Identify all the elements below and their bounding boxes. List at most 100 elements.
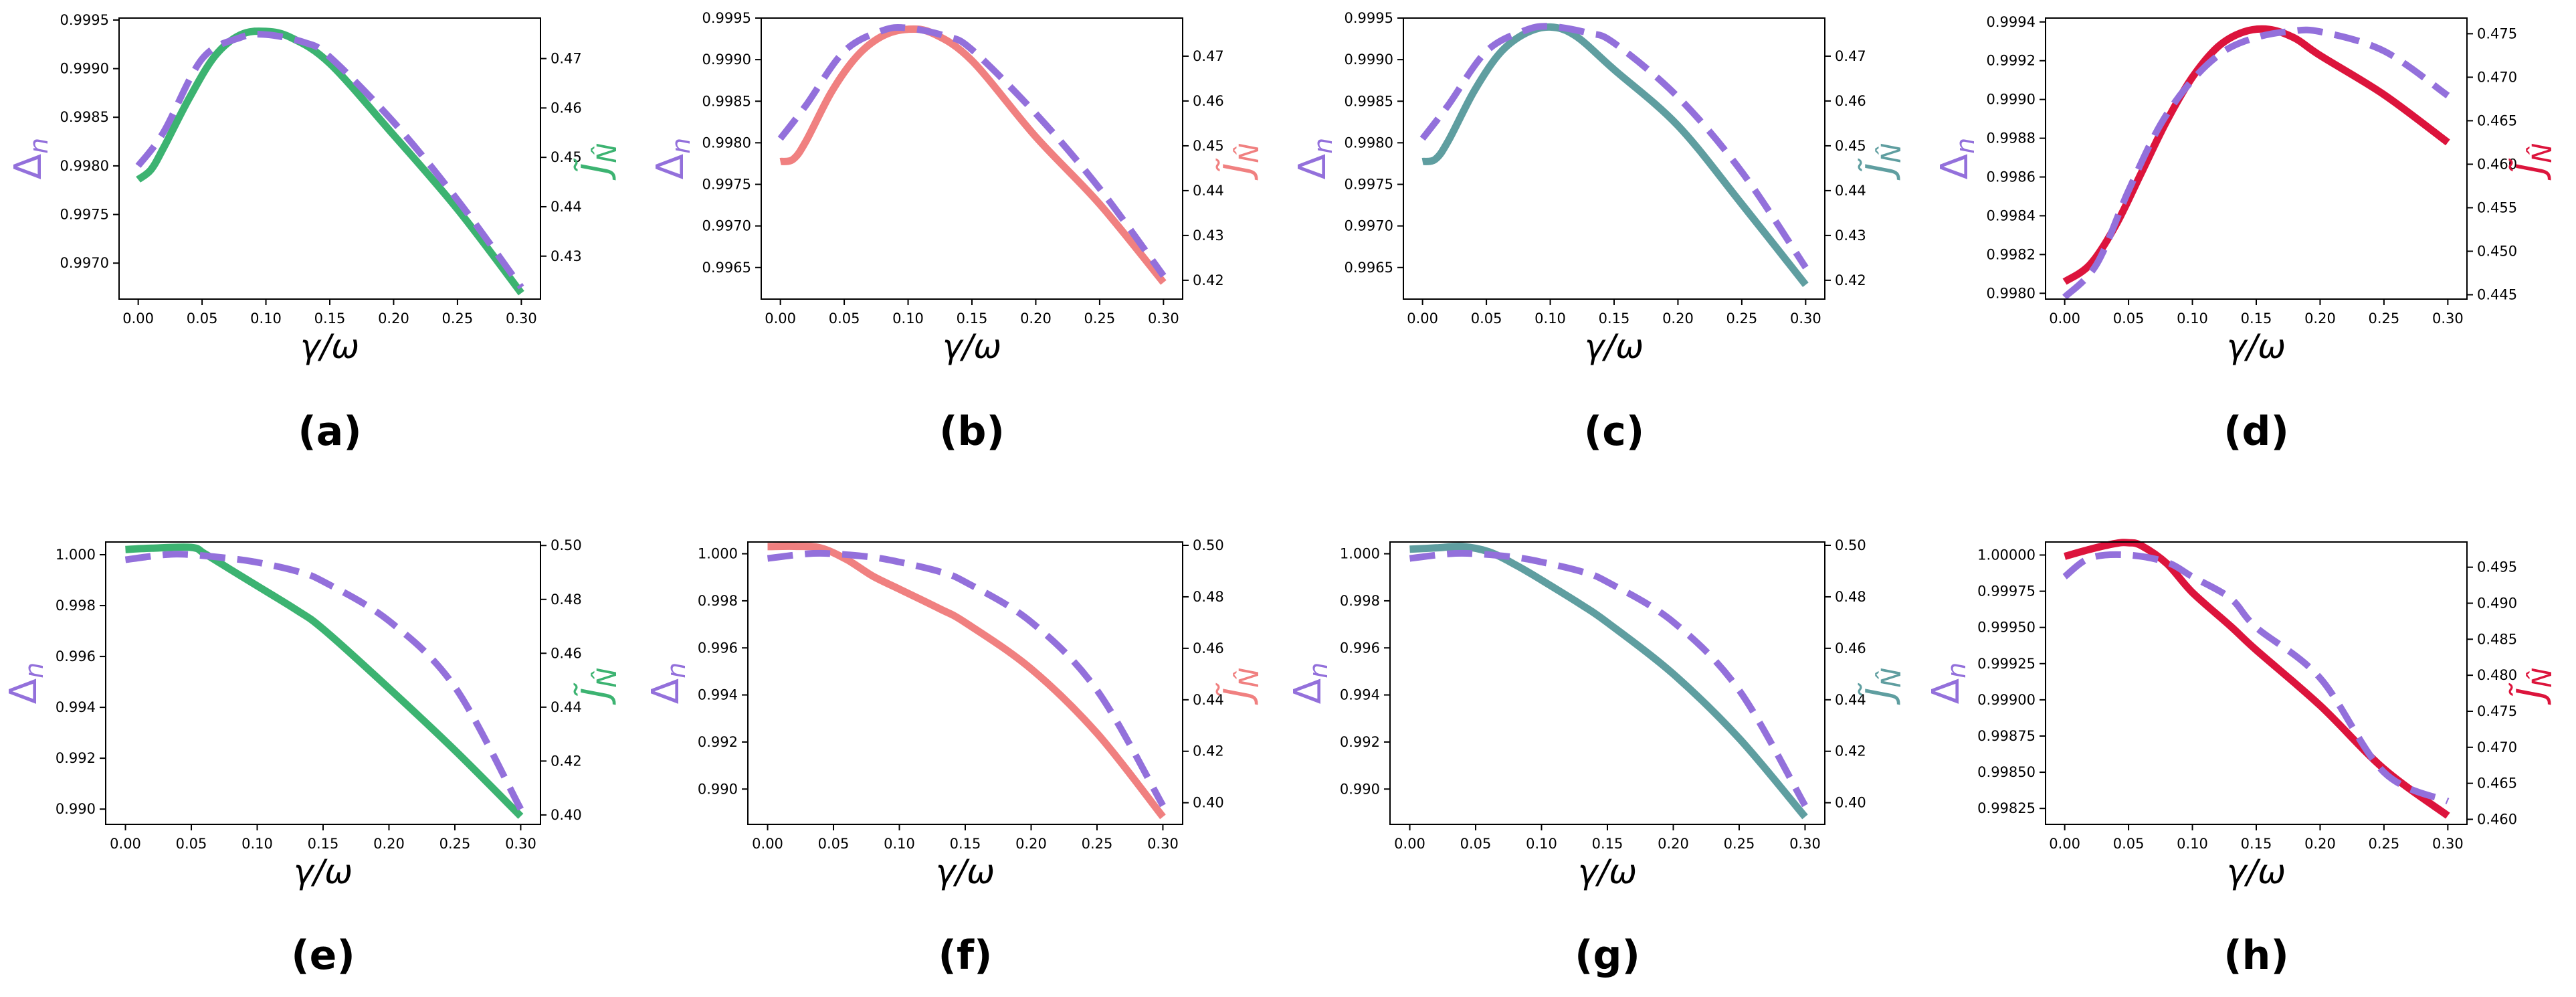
left-y-tick-label: 1.000 xyxy=(56,547,96,563)
left-axis-label: Δn xyxy=(7,138,54,179)
right-y-tick-label: 0.475 xyxy=(2477,25,2517,41)
left-y-tick-label: 0.992 xyxy=(1340,734,1380,750)
series-line-dashed-delta xyxy=(2062,26,2450,300)
panel-label: (b) xyxy=(939,408,1005,455)
x-tick-label: 0.25 xyxy=(2369,310,2400,327)
right-y-tick-label: 0.45 xyxy=(551,149,582,165)
left-y-tick-label: 0.9992 xyxy=(1987,53,2036,69)
left-axis-label-sub: n xyxy=(666,138,696,154)
x-tick-label: 0.30 xyxy=(2432,836,2464,852)
right-y-tick-label: 0.44 xyxy=(1193,692,1224,708)
series-line-solid-j xyxy=(767,542,1166,820)
x-tick-label: 0.15 xyxy=(2241,836,2272,852)
right-y-tick-label: 0.43 xyxy=(1835,228,1866,244)
right-y-tick-label: 0.42 xyxy=(1193,743,1224,759)
x-tick-label: 0.00 xyxy=(1407,310,1438,327)
x-tick-label: 0.00 xyxy=(2049,310,2080,327)
left-axis-label-main: Δ xyxy=(7,154,50,179)
left-y-tick-label: 0.9975 xyxy=(60,207,109,223)
right-y-tick-label: 0.470 xyxy=(2477,739,2517,755)
left-y-tick-label: 1.00000 xyxy=(1977,547,2036,563)
x-tick-label: 0.10 xyxy=(884,836,915,852)
panel-label: (d) xyxy=(2223,408,2289,455)
series-line-dashed-delta xyxy=(1409,549,1808,808)
x-tick-label: 0.10 xyxy=(2177,310,2208,327)
left-y-tick-label: 0.9980 xyxy=(1987,285,2036,301)
right-y-tick-label: 0.44 xyxy=(551,199,582,215)
left-axis-label: Δn xyxy=(644,662,691,704)
series-line-solid-j xyxy=(125,543,524,819)
left-y-tick-label: 0.99925 xyxy=(1977,656,2036,672)
x-axis-label: γ/ω xyxy=(943,327,1001,366)
x-tick-label: 0.10 xyxy=(2177,836,2208,852)
series-line-dashed-delta xyxy=(135,30,524,290)
right-y-tick-label: 0.44 xyxy=(1193,183,1224,199)
right-y-tick-label: 0.480 xyxy=(2477,667,2517,683)
x-tick-label: 0.05 xyxy=(818,836,850,852)
left-y-tick-label: 0.9990 xyxy=(1987,92,2036,108)
plot-frame xyxy=(1403,17,1825,300)
x-tick-label: 0.00 xyxy=(2049,836,2080,852)
right-axis-label-sub: N̂ xyxy=(1233,143,1265,163)
left-y-tick-label: 0.996 xyxy=(698,640,738,656)
left-axis-label-main: Δ xyxy=(1933,154,1977,179)
series-line-solid-j xyxy=(2062,25,2450,285)
x-tick-label: 0.25 xyxy=(1726,310,1758,327)
right-y-tick-label: 0.42 xyxy=(551,753,582,769)
left-y-tick-label: 0.994 xyxy=(698,687,738,703)
left-y-tick-label: 0.9970 xyxy=(60,255,109,271)
series-line-dashed-delta xyxy=(2062,551,2450,805)
x-tick-label: 0.00 xyxy=(752,836,783,852)
chart-panel: 0.00 0.05 0.10 0.15 0.20 0.25 0.30 0.9970 0.9975… xyxy=(7,12,623,455)
right-y-tick-label: 0.490 xyxy=(2477,596,2517,612)
left-y-tick-label: 0.998 xyxy=(1340,593,1380,609)
left-y-tick-label: 0.9970 xyxy=(1345,218,1393,234)
right-axis-label-sub: N̂ xyxy=(1233,668,1265,688)
left-y-tick-label: 0.99900 xyxy=(1977,692,2036,708)
panel-label: (a) xyxy=(298,408,361,455)
right-y-tick-label: 0.40 xyxy=(1835,795,1866,811)
left-axis-label-sub: n xyxy=(1308,138,1338,154)
chart-panel: 0.00 0.05 0.10 0.15 0.20 0.25 0.30 0.990 0.992 0.… xyxy=(2,537,623,979)
x-tick-label: 0.05 xyxy=(2113,836,2145,852)
left-y-tick-label: 1.000 xyxy=(698,546,738,562)
right-y-tick-label: 0.50 xyxy=(551,537,582,553)
right-y-tick-label: 0.46 xyxy=(1193,93,1224,109)
right-y-tick-label: 0.455 xyxy=(2477,199,2517,215)
series-line-solid-j xyxy=(779,25,1167,285)
x-tick-label: 0.20 xyxy=(1658,836,1689,852)
left-y-tick-label: 0.9995 xyxy=(60,12,109,28)
left-y-tick-label: 0.992 xyxy=(698,734,738,750)
x-tick-label: 0.15 xyxy=(950,836,981,852)
x-tick-label: 0.15 xyxy=(1599,310,1630,327)
right-y-tick-label: 0.50 xyxy=(1835,537,1866,553)
right-y-tick-label: 0.50 xyxy=(1193,537,1224,553)
left-axis-label-sub: n xyxy=(24,138,54,154)
x-tick-label: 0.15 xyxy=(314,310,346,327)
left-axis-label: Δn xyxy=(2,662,49,704)
chart-panel: 0.00 0.05 0.10 0.15 0.20 0.25 0.30 0.990 0.992 0.… xyxy=(644,537,1265,979)
right-y-tick-label: 0.48 xyxy=(551,592,582,608)
x-tick-label: 0.10 xyxy=(1526,836,1557,852)
right-y-tick-label: 0.43 xyxy=(551,248,582,264)
series-line-dashed-delta xyxy=(777,23,1167,278)
right-y-tick-label: 0.445 xyxy=(2477,286,2517,302)
right-axis-label-sub: N̂ xyxy=(2526,143,2558,163)
left-axis-label: Δn xyxy=(1286,662,1333,704)
x-tick-label: 0.00 xyxy=(765,310,796,327)
left-axis-label-main: Δ xyxy=(649,154,692,179)
chart-panel: 0.00 0.05 0.10 0.15 0.20 0.25 0.30 0.9965 0.9970… xyxy=(649,10,1265,455)
series-line-solid-j xyxy=(1421,23,1809,288)
left-y-tick-label: 0.9990 xyxy=(60,61,109,77)
left-y-tick-label: 0.9995 xyxy=(702,10,751,26)
x-tick-label: 0.20 xyxy=(373,836,405,852)
left-y-tick-label: 0.992 xyxy=(56,750,96,766)
left-y-tick-label: 0.9985 xyxy=(702,93,751,109)
x-tick-label: 0.30 xyxy=(1147,836,1179,852)
panel-label: (c) xyxy=(1584,408,1644,455)
x-tick-label: 0.00 xyxy=(1394,836,1425,852)
series-line-solid-j xyxy=(1409,543,1808,820)
right-y-tick-label: 0.47 xyxy=(1835,48,1866,64)
x-axis-label: γ/ω xyxy=(2227,327,2286,366)
